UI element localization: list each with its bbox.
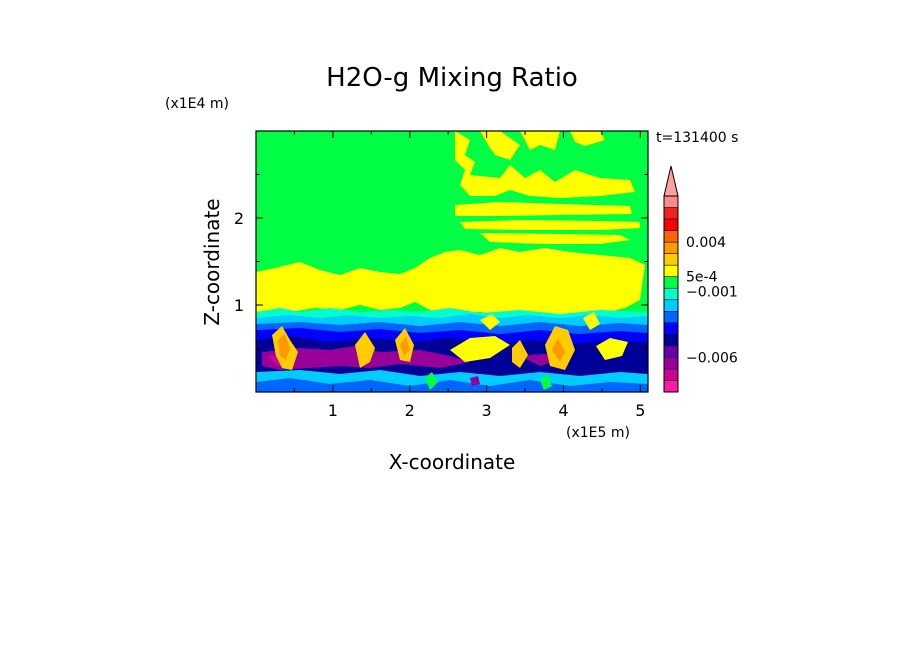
colorbar-swatch [664,380,678,392]
colorbar-frame [663,195,679,393]
colorbar-swatch [664,265,678,277]
x-tick-label: 5 [635,401,645,420]
plume-regions [272,312,628,370]
x-tick-label: 2 [405,401,415,420]
x-axis: 1 2 3 4 5 [293,131,645,420]
colorbar-swatch [664,299,678,312]
colorbar-swatch [664,368,678,381]
colorbar-swatch [664,311,678,323]
colorbar-swatch [664,288,678,300]
chart-title: H2O-g Mixing Ratio [326,63,578,93]
x-tick-label: 4 [558,401,568,420]
colorbar-swatch [664,345,678,358]
x-axis-label: X-coordinate [389,450,516,474]
colorbar-swatch [664,207,678,220]
colorbar-swatch [664,196,678,208]
colorbar-label: 5e-4 [686,270,718,286]
colorbar: 0.004 5e-4−0.001 −0.006 [663,165,738,393]
upper-yellow-regions [256,131,645,316]
time-label: t=131400 s [656,130,738,146]
x-tick-label: 3 [481,401,491,420]
plot-area [256,131,648,392]
colorbar-swatch [664,242,678,254]
colorbar-swatch [664,276,678,289]
y-axis: 12 [234,174,648,349]
colorbar-swatch [664,230,678,243]
colorbar-label: −0.006 [686,350,738,366]
colorbar-label: 0.004 [686,235,726,251]
colorbar-swatch [664,357,678,369]
y-tick-label: 2 [234,209,244,228]
colorbar-swatch [664,322,678,335]
colorbar-label: −0.001 [686,285,738,301]
surface-strip [256,370,648,392]
colorbar-swatch [664,219,678,231]
colorbar-extend-arrow [663,165,679,197]
y-tick-label: 1 [234,296,244,315]
y-scale-label: (x1E4 m) [165,96,229,112]
colorbar-swatch [664,253,678,266]
x-tick-label: 1 [328,401,338,420]
y-axis-label: Z-coordinate [200,198,224,325]
colorbar-swatch [664,334,678,346]
x-scale-label: (x1E5 m) [566,425,630,441]
